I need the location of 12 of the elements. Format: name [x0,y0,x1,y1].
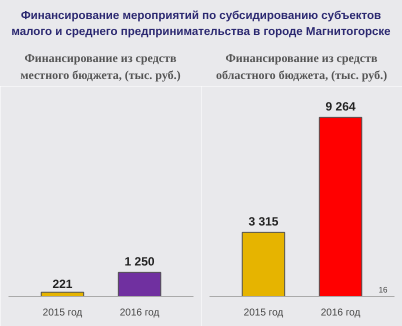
annotation: 16 [378,286,388,294]
text: Финансирование мероприятий по субсидированию субъектов малого и среднего предпринимательства в городе Магнитогорске [11,10,391,38]
data-label: 221 [52,277,73,292]
data-label: 3 315 [248,214,279,228]
x-tick-label: 2016 год [320,308,361,318]
x-tick-label: 2015 год [244,308,284,318]
chart-title: Финансирование из средств местного бюджета, (тыс. руб.) [20,51,181,82]
data-label: 1 250 [124,254,155,268]
data-label: 9 264 [326,99,356,114]
x-tick-label: 2016 год [120,308,160,318]
chart-title: Финансирование из средств областного бюджета, (тыс. руб.) [216,51,388,82]
x-tick-label: 2015 год [42,308,82,318]
